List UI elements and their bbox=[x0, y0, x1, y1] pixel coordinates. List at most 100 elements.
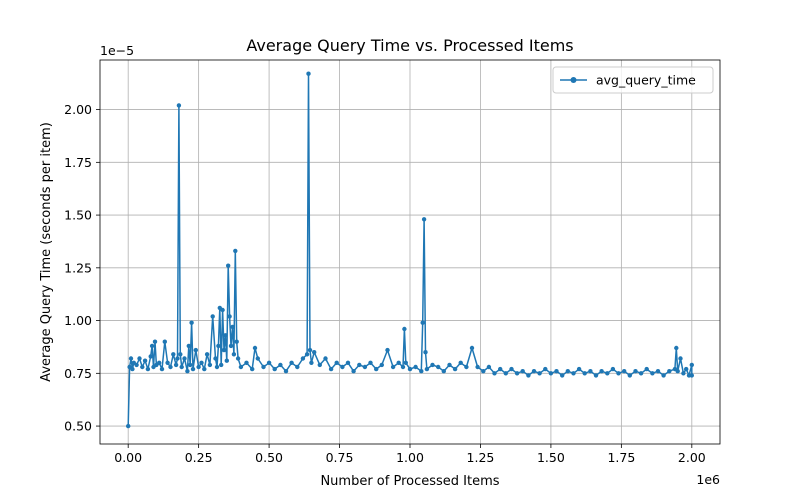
data-point bbox=[307, 347, 313, 353]
data-point bbox=[616, 371, 621, 376]
data-point bbox=[199, 360, 204, 365]
legend-marker-icon bbox=[570, 77, 577, 83]
data-point bbox=[403, 360, 408, 365]
x-tick-label: 2.00 bbox=[678, 450, 706, 465]
data-point bbox=[458, 360, 463, 365]
data-point bbox=[278, 362, 283, 368]
data-point bbox=[219, 362, 224, 368]
y-tick-label: 0.75 bbox=[64, 366, 92, 381]
legend: avg_query_time bbox=[552, 66, 714, 94]
data-point bbox=[171, 352, 176, 357]
data-point bbox=[149, 343, 155, 349]
data-point bbox=[447, 362, 452, 368]
data-point bbox=[140, 364, 145, 370]
data-point bbox=[684, 366, 689, 372]
data-point bbox=[186, 343, 191, 349]
data-point bbox=[627, 373, 632, 378]
data-point bbox=[345, 360, 351, 365]
data-point bbox=[420, 320, 425, 325]
data-point bbox=[514, 371, 520, 376]
data-point bbox=[300, 356, 306, 361]
data-point bbox=[423, 350, 428, 355]
data-point bbox=[234, 339, 239, 344]
data-point bbox=[157, 360, 162, 365]
y-tick-label: 1.00 bbox=[64, 313, 92, 328]
data-point bbox=[638, 371, 644, 376]
data-point bbox=[306, 71, 311, 76]
data-point bbox=[675, 369, 680, 374]
data-point bbox=[681, 371, 686, 376]
y-axis: 0.50 0.75 1.00 1.25 1.50 1.75 2.00 bbox=[64, 102, 100, 434]
data-point bbox=[190, 366, 196, 372]
data-point bbox=[576, 366, 582, 372]
data-point bbox=[179, 364, 184, 370]
data-point bbox=[159, 366, 165, 372]
data-point bbox=[424, 366, 430, 372]
data-point bbox=[162, 339, 167, 344]
data-point bbox=[176, 103, 182, 108]
data-point bbox=[312, 350, 317, 355]
x-tick-label: 0.25 bbox=[185, 450, 213, 465]
data-point bbox=[231, 352, 237, 357]
data-point bbox=[492, 371, 497, 376]
data-point bbox=[593, 373, 599, 378]
data-point bbox=[674, 345, 679, 351]
data-point bbox=[436, 364, 441, 370]
data-point bbox=[503, 371, 508, 376]
data-point bbox=[419, 369, 424, 374]
data-point bbox=[220, 307, 225, 313]
data-point bbox=[469, 345, 475, 351]
data-point bbox=[130, 366, 135, 372]
data-point bbox=[588, 369, 593, 374]
data-point bbox=[204, 352, 210, 357]
data-point bbox=[175, 356, 180, 361]
data-point bbox=[210, 314, 215, 319]
data-point bbox=[368, 360, 373, 365]
y-axis-label: Average Query Time (seconds per item) bbox=[39, 122, 54, 382]
data-point bbox=[655, 369, 661, 374]
legend-label: avg_query_time bbox=[596, 73, 696, 88]
data-point bbox=[362, 364, 368, 370]
y-tick-label: 1.75 bbox=[64, 155, 92, 170]
x-tick-label: 1.25 bbox=[467, 450, 495, 465]
data-point bbox=[224, 358, 229, 363]
data-point bbox=[168, 364, 173, 370]
data-point bbox=[689, 362, 694, 368]
data-point bbox=[202, 366, 207, 372]
series-layer bbox=[126, 71, 694, 429]
data-point bbox=[374, 366, 379, 372]
x-tick-label: 0.50 bbox=[255, 450, 283, 465]
data-point bbox=[148, 354, 153, 359]
data-point bbox=[188, 362, 193, 368]
data-point bbox=[152, 339, 158, 344]
data-point bbox=[633, 369, 638, 374]
data-point bbox=[196, 364, 201, 370]
data-point bbox=[266, 360, 272, 365]
data-point bbox=[390, 364, 396, 370]
data-point bbox=[357, 362, 362, 368]
x-tick-label: 1.50 bbox=[537, 450, 565, 465]
y-tick-label: 2.00 bbox=[64, 102, 92, 117]
data-point bbox=[317, 362, 322, 368]
data-point bbox=[226, 263, 231, 268]
data-point bbox=[142, 358, 148, 363]
data-point bbox=[261, 364, 266, 370]
data-point bbox=[221, 347, 227, 353]
data-point bbox=[235, 356, 241, 361]
data-point bbox=[385, 347, 390, 353]
data-point bbox=[304, 352, 310, 357]
data-point bbox=[571, 371, 576, 376]
data-point bbox=[328, 366, 334, 372]
data-point bbox=[520, 369, 525, 374]
data-point bbox=[126, 423, 131, 429]
data-point bbox=[531, 369, 537, 374]
x-tick-label: 1.75 bbox=[607, 450, 635, 465]
data-point bbox=[193, 347, 198, 353]
data-point bbox=[407, 366, 413, 372]
data-point bbox=[421, 217, 427, 222]
data-point bbox=[430, 362, 435, 368]
data-point bbox=[309, 360, 314, 365]
data-point bbox=[351, 369, 356, 374]
x-axis-label: Number of Processed Items bbox=[320, 474, 499, 489]
